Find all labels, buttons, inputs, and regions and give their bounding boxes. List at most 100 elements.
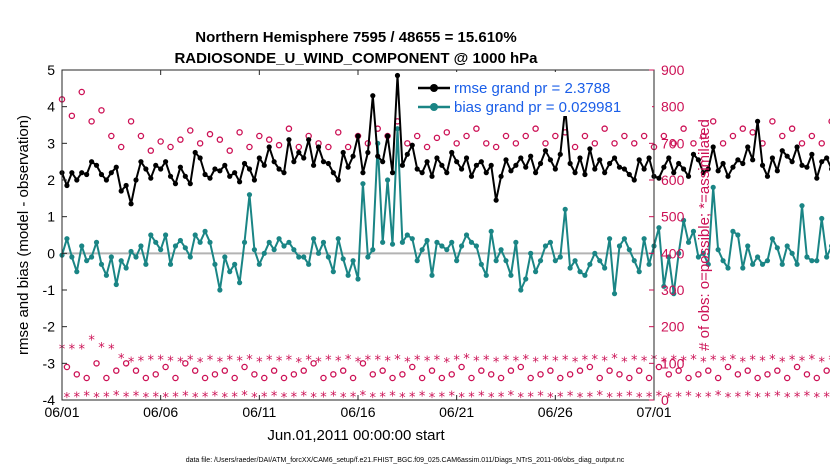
assimilated-obs-point: *	[468, 390, 475, 405]
bias-point	[769, 236, 776, 242]
assimilated-obs-point: *	[108, 343, 115, 358]
possible-obs-point	[700, 132, 707, 140]
rmse-point	[498, 173, 504, 179]
possible-obs-point	[325, 143, 332, 151]
possible-obs-point	[739, 125, 747, 132]
bias-point	[636, 269, 642, 275]
assimilated-obs-point: *	[572, 356, 579, 371]
assimilated-obs-point: *	[251, 391, 258, 406]
bias-point	[705, 261, 711, 267]
assimilated-obs-point: *	[325, 354, 332, 369]
bias-point	[227, 269, 233, 275]
bias-point	[360, 181, 366, 187]
rmse-point	[325, 160, 331, 167]
assimilated-obs-point: *	[152, 390, 159, 405]
rmse-point	[523, 164, 529, 170]
assimilated-obs-point: *	[330, 390, 337, 405]
rmse-point	[375, 153, 381, 159]
rmse-point	[370, 93, 376, 99]
bias-point	[493, 258, 499, 264]
assimilated-obs-point: *	[503, 354, 510, 369]
possible-obs-point	[695, 371, 702, 378]
rmse-point	[542, 148, 549, 154]
assimilated-obs-point: *	[202, 390, 209, 405]
assimilated-obs-point: *	[498, 390, 505, 405]
rmse-point	[508, 168, 514, 174]
possible-obs-point	[478, 367, 485, 374]
bias-point	[158, 247, 164, 253]
possible-obs-point	[261, 374, 268, 382]
rmse-point	[656, 175, 662, 181]
possible-obs-point	[409, 363, 416, 371]
bias-point	[587, 261, 593, 267]
bias-point	[74, 269, 80, 275]
possible-obs-point	[369, 371, 377, 378]
bias-point	[616, 243, 623, 249]
bias-point	[296, 254, 302, 260]
bias-point	[69, 254, 75, 260]
assimilated-obs-point: *	[749, 354, 756, 369]
possible-obs-point	[468, 374, 475, 382]
bias-point	[809, 258, 815, 264]
rmse-point	[399, 162, 405, 168]
possible-obs-point	[108, 132, 115, 140]
bias-point	[745, 243, 751, 249]
possible-obs-point	[443, 129, 451, 136]
assimilated-obs-point: *	[587, 390, 594, 405]
possible-obs-point	[611, 140, 618, 147]
possible-obs-point	[586, 363, 594, 371]
assimilated-obs-point: *	[434, 354, 441, 369]
rmse-point	[385, 133, 391, 139]
bias-point	[690, 228, 697, 234]
y-right-tick-label: 700	[661, 135, 685, 151]
bias-point	[311, 236, 317, 242]
bias-point	[385, 177, 391, 183]
bias-point	[774, 245, 780, 251]
rmse-point	[597, 157, 603, 163]
possible-obs-point	[167, 143, 174, 151]
y-left-tick-label: 2	[47, 172, 55, 188]
assimilated-obs-point: *	[473, 354, 480, 369]
rmse-point	[429, 173, 435, 179]
assimilated-obs-point: *	[740, 356, 747, 371]
possible-obs-point	[635, 367, 643, 374]
bias-point	[814, 258, 820, 264]
possible-obs-point	[744, 367, 751, 374]
rmse-point	[177, 164, 183, 170]
possible-obs-point	[729, 132, 737, 140]
possible-obs-point	[581, 132, 589, 140]
rmse-point	[335, 177, 341, 183]
assimilated-obs-point: *	[429, 391, 436, 406]
x-tick-label: 06/06	[143, 404, 178, 420]
assimilated-obs-point: *	[266, 354, 273, 369]
bias-point	[478, 261, 484, 267]
rmse-point	[809, 151, 815, 157]
rmse-point	[222, 162, 228, 168]
bias-point	[143, 261, 149, 267]
assimilated-obs-point: *	[148, 354, 155, 369]
bias-point	[439, 243, 445, 249]
possible-obs-point	[127, 118, 135, 125]
possible-obs-point	[275, 141, 283, 149]
assimilated-obs-point: *	[138, 354, 145, 369]
x-axis-label: Jun.01,2011 00:00:00 start	[267, 427, 445, 444]
possible-obs-point	[103, 374, 110, 382]
assimilated-obs-point: *	[547, 391, 554, 406]
bias-point	[84, 258, 90, 264]
bias-point	[271, 247, 277, 253]
assimilated-obs-point: *	[222, 391, 229, 406]
bias-point	[488, 228, 494, 234]
possible-obs-point	[157, 138, 164, 145]
possible-obs-point	[379, 367, 386, 374]
bias-point	[256, 261, 262, 267]
bias-point	[789, 250, 795, 256]
possible-obs-point	[256, 132, 263, 140]
assimilated-obs-point: *	[370, 391, 377, 406]
possible-obs-point	[285, 125, 293, 132]
possible-obs-point	[705, 367, 712, 374]
possible-obs-point	[122, 360, 130, 367]
footer-data-file: data file: /Users/raeder/DAI/ATM_forcXX/…	[186, 457, 625, 464]
assimilated-obs-point: *	[577, 391, 584, 406]
bias-point	[572, 258, 578, 264]
assimilated-obs-point: *	[532, 356, 539, 371]
